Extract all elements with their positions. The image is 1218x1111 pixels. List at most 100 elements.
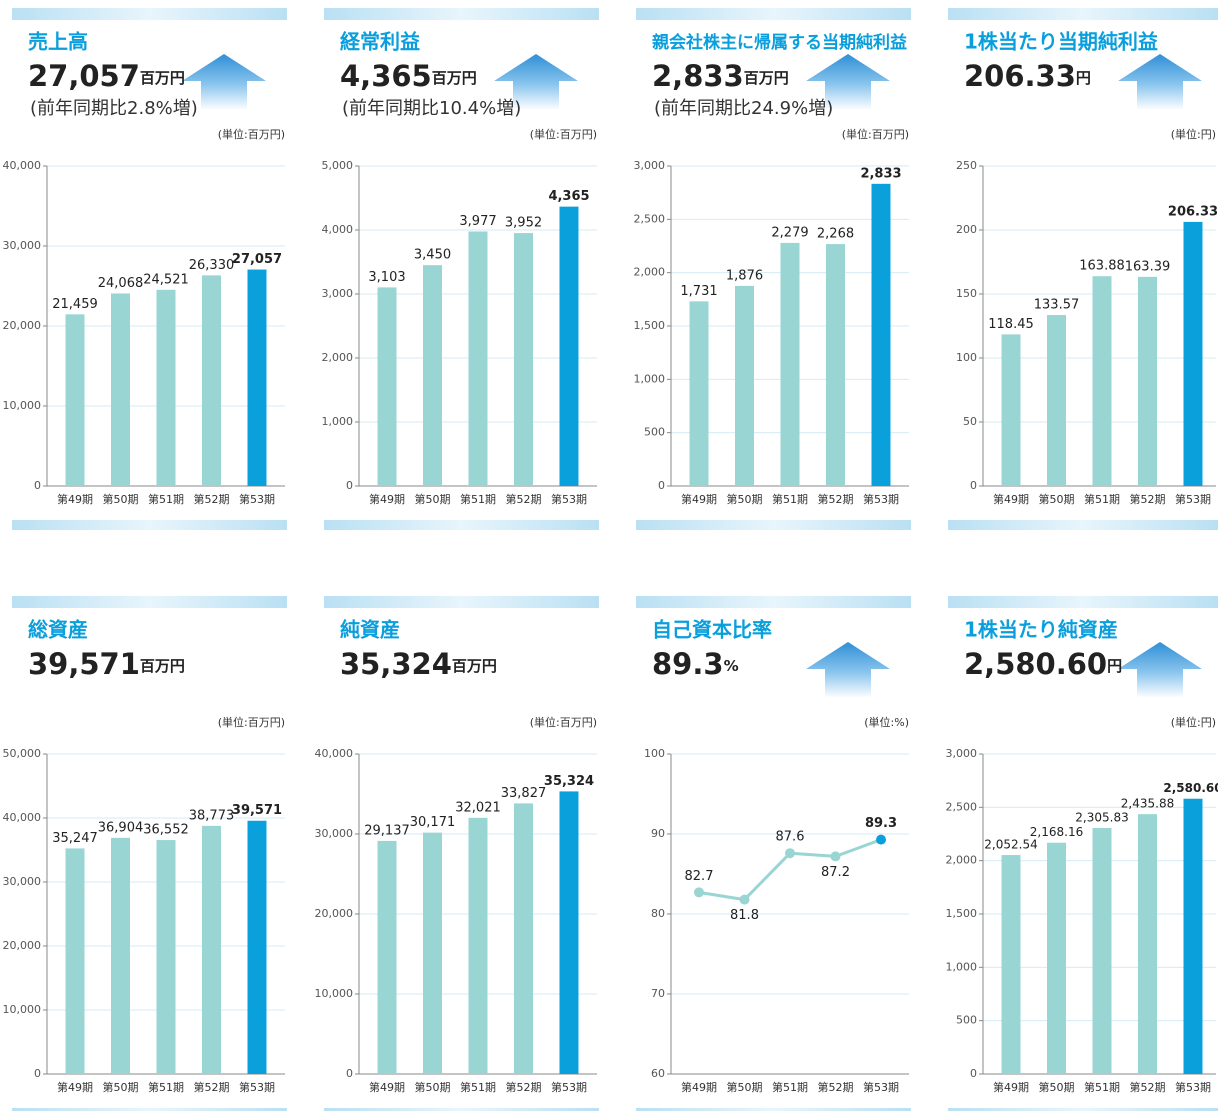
chart-title: 純資産	[340, 618, 400, 642]
y-tick-label: 10,000	[3, 1003, 42, 1016]
x-tick-label: 第49期	[57, 1080, 93, 1094]
bar	[1138, 276, 1157, 486]
y-tick-label: 2,000	[634, 266, 666, 279]
headline-note: (前年同期比2.8%増)	[30, 98, 198, 119]
value-label: 2,305.83	[1075, 811, 1128, 825]
bar	[780, 242, 800, 486]
chart-panel: 純資産35,324百万円(単位:百万円)010,00020,00030,0004…	[315, 596, 599, 1111]
trend-arrow	[806, 54, 890, 110]
value-label: 27,057	[232, 252, 282, 267]
x-tick-label: 第52期	[506, 1080, 542, 1094]
y-tick-label: 1,000	[946, 960, 978, 973]
bar	[377, 287, 397, 486]
panel-bottom-band	[12, 520, 287, 530]
y-tick-label: 500	[956, 1014, 977, 1027]
bar	[1138, 814, 1157, 1074]
x-tick-label: 第49期	[57, 492, 93, 506]
value-label: 2,833	[860, 166, 901, 181]
x-tick-label: 第52期	[818, 492, 854, 506]
headline: 206.33円	[964, 59, 1091, 93]
bar	[377, 840, 397, 1074]
bar	[202, 275, 221, 486]
y-tick-label: 40,000	[315, 747, 354, 760]
headline-note: (前年同期比24.9%増)	[654, 98, 833, 119]
value-label: 81.8	[730, 908, 759, 923]
headline: 27,057百万円	[28, 59, 185, 93]
bar	[423, 265, 442, 486]
x-tick-label: 第50期	[1039, 1080, 1075, 1094]
x-tick-label: 第51期	[148, 1080, 184, 1094]
y-tick-label: 2,000	[322, 351, 354, 364]
y-tick-label: 2,500	[634, 212, 666, 225]
y-tick-label: 1,500	[634, 319, 666, 332]
value-label: 163.88	[1079, 259, 1125, 274]
bar	[1001, 855, 1021, 1074]
x-tick-label: 第50期	[727, 492, 763, 506]
chart-panel: 1株当たり当期純利益206.33円(単位:円)050100150200250第4…	[948, 8, 1218, 530]
y-tick-label: 50,000	[3, 747, 42, 760]
value-label: 87.2	[821, 865, 850, 880]
panel-bottom-band	[636, 1108, 911, 1111]
value-label: 2,168.16	[1030, 825, 1083, 839]
point	[785, 848, 795, 859]
chart-panel: 売上高27,057百万円(前年同期比2.8%増)(単位:百万円)010,0002…	[3, 8, 287, 530]
unit-label: (単位:円)	[1171, 127, 1216, 141]
panel-top-band	[324, 8, 599, 20]
y-tick-label: 200	[956, 223, 977, 236]
bar	[65, 314, 85, 486]
y-tick-label: 0	[346, 1067, 353, 1080]
value-label: 36,904	[98, 820, 144, 835]
value-label: 2,435.88	[1121, 797, 1174, 811]
bar	[514, 233, 533, 486]
headline: 39,571百万円	[28, 647, 185, 681]
y-tick-label: 100	[644, 747, 665, 760]
value-label: 82.7	[685, 869, 714, 884]
y-tick-label: 100	[956, 351, 977, 364]
unit-label: (単位:百万円)	[842, 127, 909, 141]
panel-top-band	[948, 8, 1218, 20]
value-label: 26,330	[189, 258, 235, 273]
bar	[65, 848, 85, 1074]
headline-unit: 百万円	[432, 69, 477, 87]
y-tick-label: 10,000	[3, 399, 42, 412]
unit-label: (単位:百万円)	[218, 715, 285, 729]
y-tick-label: 0	[346, 479, 353, 492]
panel-top-band	[12, 596, 287, 608]
headline-unit: 百万円	[744, 69, 789, 87]
x-tick-label: 第49期	[993, 1080, 1029, 1094]
y-tick-label: 10,000	[315, 987, 354, 1000]
y-tick-label: 90	[651, 827, 665, 840]
value-label: 2,268	[817, 227, 854, 242]
y-tick-label: 40,000	[3, 811, 42, 824]
y-tick-label: 4,000	[322, 223, 354, 236]
headline-value: 2,833	[652, 59, 744, 93]
value-label: 2,279	[771, 225, 808, 240]
bar	[689, 301, 709, 486]
panel-top-band	[948, 596, 1218, 608]
x-tick-label: 第52期	[1130, 1080, 1166, 1094]
panel-bottom-band	[324, 1108, 599, 1111]
x-tick-label: 第52期	[194, 492, 230, 506]
x-tick-label: 第50期	[415, 1080, 451, 1094]
y-tick-label: 0	[970, 1067, 977, 1080]
bar	[156, 289, 176, 486]
bar	[735, 285, 754, 486]
x-tick-label: 第51期	[148, 492, 184, 506]
y-tick-label: 30,000	[315, 827, 354, 840]
value-label: 33,827	[501, 786, 547, 801]
panel-top-band	[636, 8, 911, 20]
bar	[559, 206, 579, 486]
y-tick-label: 0	[970, 479, 977, 492]
headline-unit: 円	[1107, 657, 1122, 675]
y-tick-label: 1,000	[322, 415, 354, 428]
chart-title: 総資産	[28, 618, 88, 642]
headline: 2,580.60円	[964, 647, 1122, 681]
point	[739, 894, 750, 905]
x-tick-label: 第51期	[772, 1080, 808, 1094]
x-tick-label: 第51期	[1084, 1080, 1120, 1094]
bar	[1001, 334, 1021, 486]
value-label: 118.45	[988, 317, 1034, 332]
value-label: 1,876	[726, 268, 763, 283]
y-tick-label: 0	[658, 479, 665, 492]
unit-label: (単位:百万円)	[530, 127, 597, 141]
